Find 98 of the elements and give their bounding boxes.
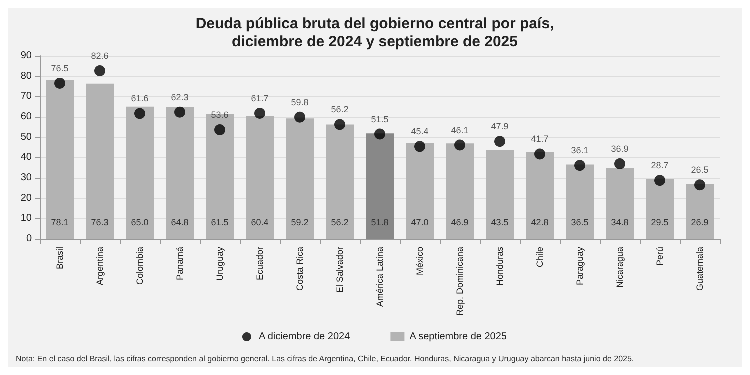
y-tick-label: 30 [20,172,32,184]
x-tick-label: El Salvador [335,247,345,294]
y-tick-label: 80 [20,70,32,82]
x-tick-label: Paraguay [575,246,585,286]
bar [126,106,154,239]
y-tick-label: 10 [20,213,32,224]
bar [286,118,314,239]
x-tick-label: Ecuador [255,247,265,281]
bar [206,114,234,239]
data-label: 29.5 [651,218,669,228]
data-label: 41.7 [531,134,549,144]
x-tick-label: Brasil [55,247,65,270]
bar [606,168,634,239]
bar [646,179,674,239]
bar [526,152,554,239]
x-tick-label: Honduras [495,246,505,286]
point [534,148,546,160]
x-tick-label: México [415,247,425,276]
x-tick-label: Uruguay [215,246,225,282]
point [414,141,426,152]
point [374,128,386,140]
point [454,140,466,151]
text: Nota: En el caso del Brasil, las cifras corresponden al gobierno general. Las cifras de Argentina, Chile, Ecuador, Honduras, Nicaragua y Uruguay abarcan hasta junio de 2025. [16,354,634,364]
data-label: 26.5 [691,165,709,176]
data-label: 59.2 [291,218,309,228]
bar [366,134,394,239]
point [614,158,626,170]
y-tick-label: 70 [20,91,32,102]
data-label: 60.4 [251,218,269,228]
x-tick-label: Colombia [135,247,145,286]
data-label: 47.0 [411,218,429,228]
data-label: 51.5 [371,114,389,124]
point [494,136,506,148]
bar [246,116,274,239]
data-label: 26.9 [691,218,709,228]
x-tick-label: Panamá [175,247,185,281]
point [654,175,666,186]
data-label: 46.1 [451,125,469,136]
data-label: 36.1 [571,146,589,156]
data-label: 34.8 [611,218,629,228]
x-tick-label: Costa Rica [295,247,305,292]
point [174,106,186,118]
data-label: 78.1 [51,218,69,228]
data-label: 45.4 [411,126,429,137]
data-label: 46.9 [451,218,469,228]
point [334,119,346,130]
data-label: 61.7 [251,94,269,104]
point [294,112,306,123]
x-tick-label: Nicaragua [615,247,625,288]
data-label: 56.2 [331,104,349,115]
y-tick-label: 20 [20,192,32,204]
y-tick-label: 90 [20,50,32,62]
bar [46,80,74,239]
data-label: 76.3 [91,218,109,228]
legend-label: A diciembre de 2024 [258,332,351,342]
bar [686,184,714,239]
point [54,78,66,89]
point [94,66,106,77]
chart-title: Deuda pública bruta del gobierno central por país, diciembre de 2024 y septiembre de 2025 [196,16,554,50]
data-label: 61.5 [211,218,229,228]
x-tick-label: Guatemala [695,247,705,292]
data-label: 47.9 [491,122,509,132]
x-tick-label: Chile [535,247,545,268]
bar [326,124,354,239]
y-tick-label: 0 [26,234,32,244]
point [694,180,706,191]
data-label: 56.2 [331,218,349,228]
data-label: 76.5 [51,63,69,74]
data-label: 59.8 [291,97,309,108]
y-tick-label: 60 [20,112,32,122]
bar [166,107,194,239]
data-label: 62.3 [171,92,189,102]
data-label: 61.6 [131,94,149,104]
bar [86,84,114,239]
bar [486,150,514,239]
data-label: 65.0 [131,218,149,228]
x-tick-label: Perú [655,247,665,266]
y-tick-label: 50 [20,132,32,143]
data-label: 43.5 [491,218,509,228]
x-tick-label: Rep. Dominicana [455,247,465,316]
data-label: 82.6 [91,51,109,62]
data-label: 28.7 [651,160,669,171]
bar [406,143,434,239]
point [574,160,586,172]
x-tick-label: América Latina [375,247,385,308]
data-label: 36.9 [611,144,629,154]
y-tick-label: 40 [20,152,32,164]
point [134,108,146,120]
data-label: 51.8 [371,218,389,228]
point [254,108,266,120]
legend-label: A septiembre de 2025 [410,332,508,342]
data-label: 64.8 [171,218,189,228]
data-label: 42.8 [531,218,549,228]
bar [566,164,594,239]
point [214,124,226,136]
bar [446,144,474,239]
data-label: 36.5 [571,218,589,228]
x-tick-label: Argentina [95,247,105,286]
